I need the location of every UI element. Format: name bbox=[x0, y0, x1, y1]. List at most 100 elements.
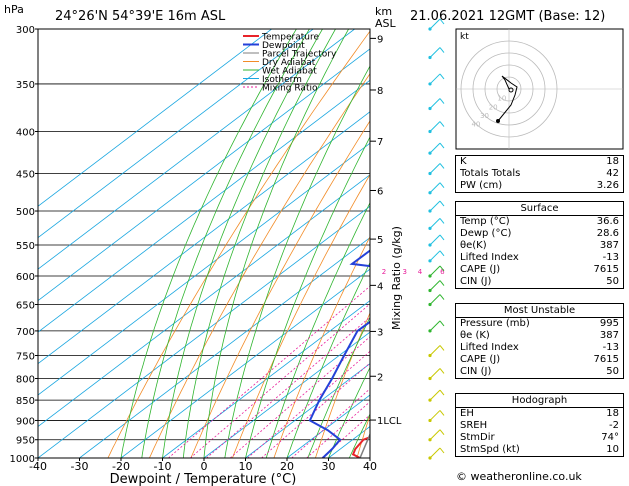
wind-barb-flag bbox=[439, 73, 445, 80]
most-unstable-table: Most Unstable Pressure (mb) 995 θe (K) 387… bbox=[455, 303, 624, 379]
wind-barb-shaft bbox=[429, 447, 441, 459]
pressure-tick-label: 400 bbox=[16, 128, 35, 139]
isotherm-line bbox=[203, 331, 370, 458]
x-axis-label: Dewpoint / Temperature (°C) bbox=[110, 472, 297, 486]
most-unstable-row: Pressure (mb) 995 bbox=[460, 318, 619, 329]
isotherm-line bbox=[38, 205, 370, 458]
isotherm-line bbox=[38, 29, 314, 239]
dry-adiabat-line bbox=[232, 173, 370, 458]
hodograph-center-marker bbox=[508, 87, 514, 93]
stability-indices-table: K 18 Totals Totals 42 PW (cm) 3.26 bbox=[455, 155, 624, 193]
km-tick-label: 7 bbox=[377, 137, 383, 148]
most-unstable-row: Lifted Index -13 bbox=[460, 342, 619, 353]
series-temperature bbox=[351, 436, 370, 458]
wet-adiabat-line bbox=[120, 29, 297, 458]
sounding-lines bbox=[308, 249, 370, 458]
hodograph-row: SREH -2 bbox=[460, 420, 619, 431]
wind-barb-flag bbox=[439, 345, 445, 351]
km-tick-label: 6 bbox=[377, 186, 383, 197]
hodograph-row: StmDir 74° bbox=[460, 432, 619, 443]
temperature-tick-label: -40 bbox=[29, 460, 47, 473]
legend-label: Parcel Trajectory bbox=[262, 50, 337, 60]
isotherm-line bbox=[38, 79, 370, 333]
wind-barb-flag bbox=[439, 410, 445, 416]
surface-row: θe(K) 387 bbox=[460, 240, 619, 251]
wind-barb-shaft bbox=[429, 142, 441, 154]
hodograph-ring-label: 30 bbox=[480, 112, 489, 120]
wet-adiabat-line bbox=[265, 201, 370, 458]
most-unstable-row: CIN (J) 50 bbox=[460, 366, 619, 377]
isotherm-line bbox=[38, 29, 272, 207]
wind-barb-flag bbox=[439, 234, 445, 241]
most-unstable-row: θe (K) 387 bbox=[460, 330, 619, 341]
wet-adiabat-line bbox=[141, 29, 310, 458]
surface-title: Surface bbox=[456, 202, 623, 216]
pressure-tick-label: 950 bbox=[16, 436, 35, 447]
index-row-k: K 18 bbox=[460, 156, 619, 167]
mixing-ratio-axis-label: Mixing Ratio (g/kg) bbox=[390, 226, 403, 330]
isotherm-line bbox=[245, 363, 370, 458]
wet-adiabat-line bbox=[182, 29, 336, 458]
wind-barb-shaft bbox=[429, 200, 441, 212]
most-unstable-row: CAPE (J) 7615 bbox=[460, 354, 619, 365]
wind-barb-flag bbox=[439, 200, 445, 207]
wind-barb-flag bbox=[439, 447, 445, 454]
isotherm-line bbox=[79, 237, 370, 458]
wind-barb-shaft bbox=[429, 345, 441, 356]
isotherm-line bbox=[120, 268, 370, 458]
km-tick-label: 3 bbox=[377, 327, 383, 338]
pressure-unit-label: hPa bbox=[4, 3, 24, 16]
pressure-tick-label: 650 bbox=[16, 301, 35, 312]
isotherm-line bbox=[38, 48, 370, 302]
surface-table: Surface Temp (°C) 36.6 Dewp (°C) 28.6 θe(K… bbox=[455, 201, 624, 289]
mixing-ratio-line bbox=[206, 316, 370, 458]
wind-barb-flag bbox=[439, 218, 445, 224]
wind-barb-flag bbox=[439, 280, 445, 286]
wind-barb-shaft bbox=[429, 182, 441, 194]
asl-unit-label: ASL bbox=[375, 17, 397, 30]
wind-barb-shaft bbox=[429, 368, 441, 379]
wet-adiabat-line bbox=[328, 366, 370, 458]
wind-barb-shaft bbox=[429, 163, 441, 174]
mixing-ratio-line bbox=[321, 414, 370, 458]
pressure-tick-label: 500 bbox=[16, 207, 35, 218]
wet-adiabat-line bbox=[162, 29, 323, 458]
temperature-tick-label: -20 bbox=[112, 460, 130, 473]
hodograph-storm-motion-dot bbox=[496, 119, 500, 123]
legend-label: Mixing Ratio bbox=[262, 84, 318, 94]
pressure-tick-label: 300 bbox=[16, 25, 35, 36]
mixing-ratio-line bbox=[291, 388, 370, 458]
wind-barb-shaft bbox=[429, 47, 441, 58]
pressure-tick-label: 700 bbox=[16, 327, 35, 338]
mixing-ratio-label: 3 bbox=[402, 268, 406, 276]
hodograph-row: EH 18 bbox=[460, 408, 619, 419]
legend-label: Isotherm bbox=[262, 75, 302, 85]
wind-barb-flag bbox=[439, 265, 445, 272]
wind-barb-shaft bbox=[429, 410, 441, 421]
wind-barb-shaft bbox=[429, 234, 441, 246]
axes: 2346810162025300350400450500550600650700… bbox=[10, 25, 533, 473]
isotherm-line bbox=[38, 174, 370, 428]
km-tick-label: 5 bbox=[377, 235, 383, 246]
pressure-tick-label: 850 bbox=[16, 396, 35, 407]
wind-barb-shaft bbox=[429, 389, 441, 401]
pressure-tick-label: 600 bbox=[16, 272, 35, 283]
hodograph-ring-label: 10 bbox=[497, 95, 506, 103]
surface-row: Lifted Index -13 bbox=[460, 252, 619, 263]
mixing-ratio-line bbox=[261, 362, 370, 458]
copyright-footer[interactable]: © weatheronline.co.uk bbox=[456, 470, 582, 483]
pressure-tick-label: 900 bbox=[16, 416, 35, 427]
wind-barb-shaft bbox=[429, 121, 441, 132]
wind-barb-shaft bbox=[429, 265, 441, 277]
wind-barb-flag bbox=[439, 389, 445, 396]
wind-barb-flag bbox=[439, 250, 445, 257]
km-tick-label: 4 bbox=[377, 281, 383, 292]
hodograph-title: Hodograph bbox=[456, 394, 623, 408]
mixing-ratio-line bbox=[247, 350, 370, 458]
wind-barb-shaft bbox=[429, 18, 441, 30]
pressure-tick-label: 800 bbox=[16, 374, 35, 385]
hodograph-table: Hodograph EH 18 SREH -2 StmDir 74° StmSpd (… bbox=[455, 393, 624, 457]
wind-barb-flag bbox=[439, 163, 445, 169]
isotherm-line bbox=[38, 142, 370, 396]
